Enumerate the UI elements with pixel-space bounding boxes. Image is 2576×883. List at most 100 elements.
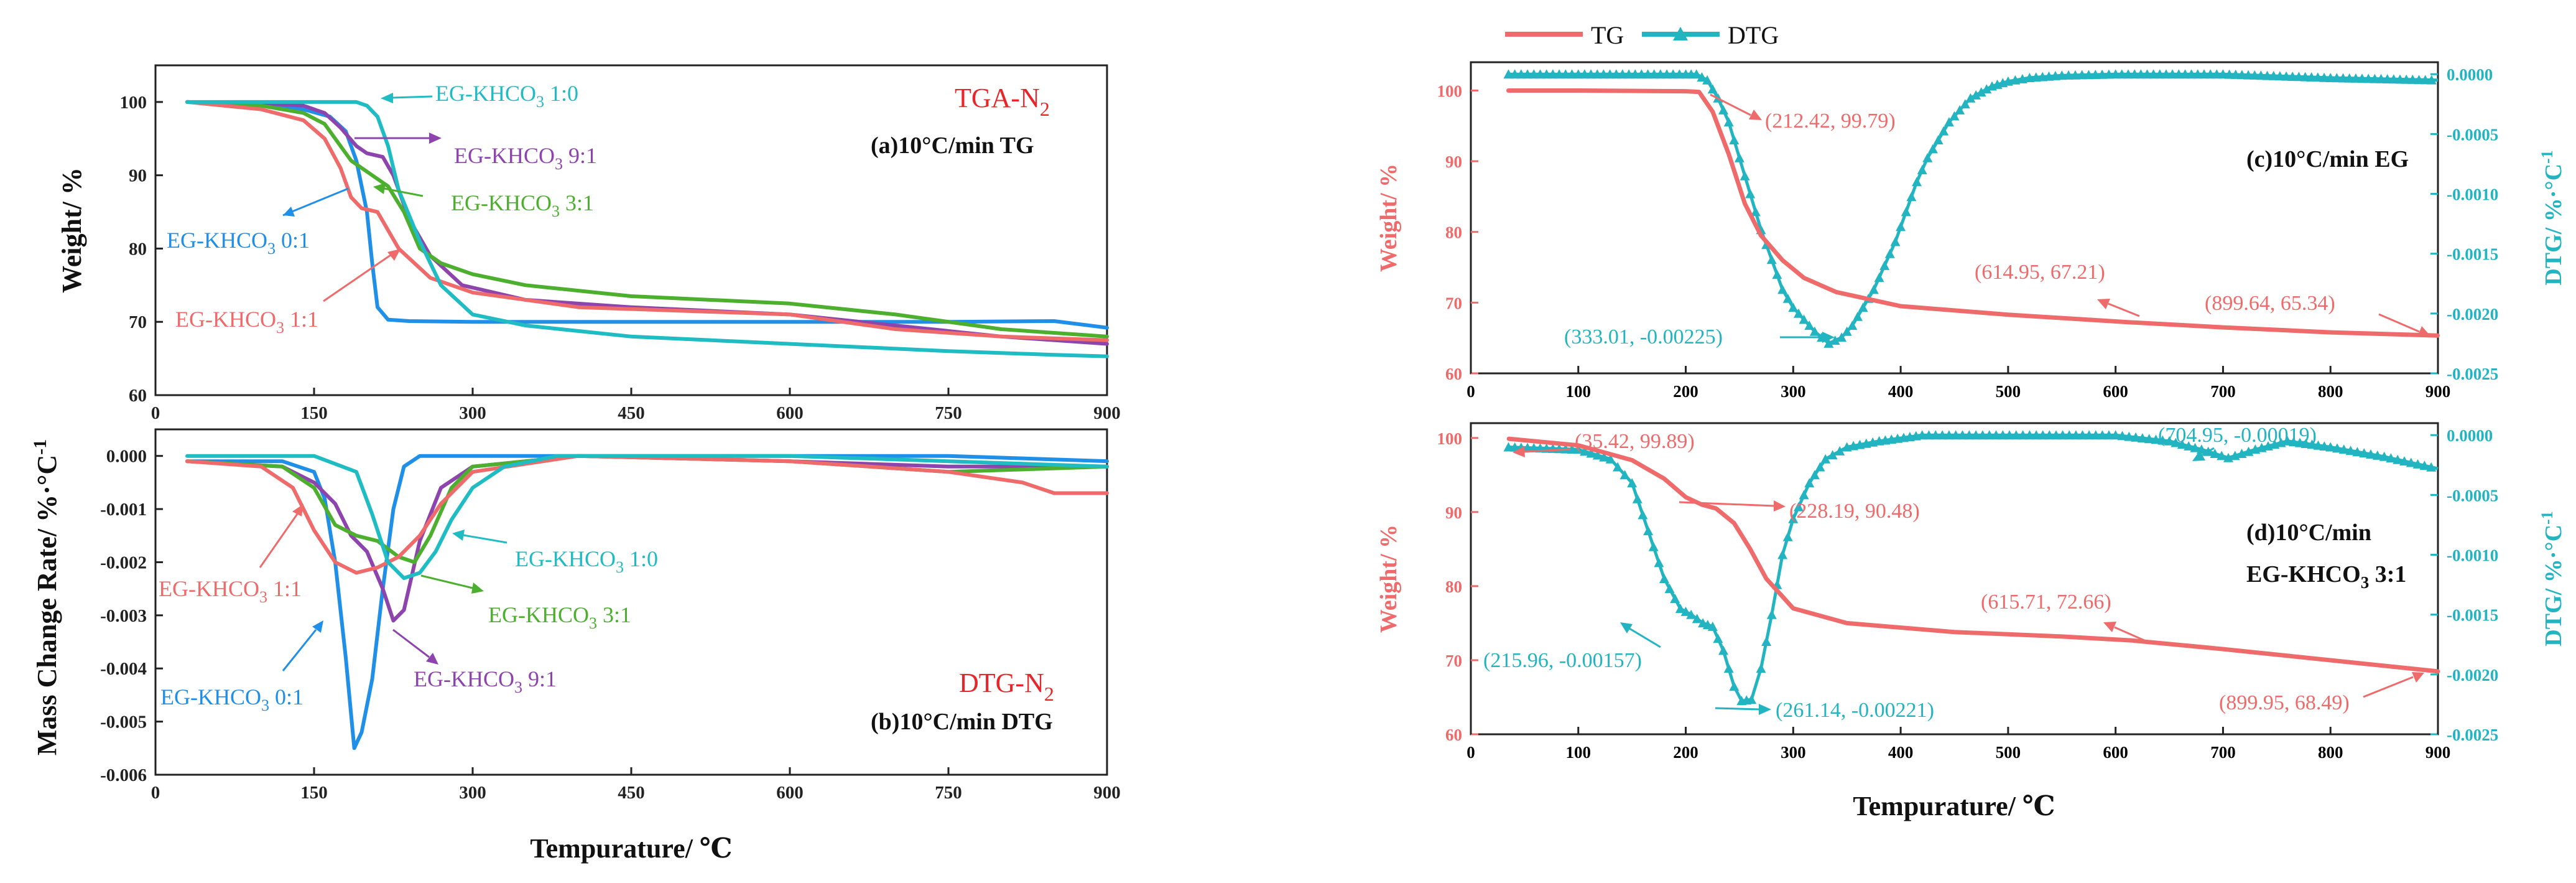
y-tick-label: -0.005 — [100, 712, 147, 732]
panel-c-y2-ticks: 0.0000 -0.0005 -0.0010 -0.0015 -0.0020 -0.002… — [2430, 65, 2498, 383]
dtg-marker — [1922, 152, 1933, 162]
dtg-marker — [1939, 126, 1949, 136]
dtg-marker — [2312, 72, 2323, 82]
dtg-marker — [1723, 663, 1734, 673]
y-tick-label: -0.006 — [100, 765, 147, 785]
dtg-marker — [1740, 171, 1750, 180]
dtg-marker — [1766, 609, 1777, 619]
panel-b-title: (b)10°C/min DTG — [871, 709, 1053, 735]
dtg-marker — [1960, 99, 1970, 109]
dtg-marker — [2359, 448, 2370, 458]
panel-d-y2-ticks: 0.0000 -0.0005 -0.0010 -0.0015 -0.0020 -0.002… — [2430, 426, 2498, 744]
dtg-marker — [2051, 430, 2061, 440]
dtg-marker — [2393, 454, 2403, 464]
dtg-marker — [2376, 73, 2386, 83]
dtg-marker — [2164, 436, 2175, 446]
d-ann-704: (704.95, -0.00019) — [2158, 424, 2317, 461]
dtg-marker — [1613, 462, 1623, 472]
dtg-marker — [2077, 430, 2088, 440]
dtg-marker — [2274, 71, 2285, 81]
dtg-marker — [2177, 439, 2187, 449]
dtg-marker — [1605, 454, 1616, 464]
dtg-marker — [1580, 446, 1590, 456]
dtg-marker — [1782, 531, 1793, 541]
dtg-marker — [1713, 633, 1723, 643]
dtg-marker — [1799, 314, 1809, 324]
y-tick-label: -0.003 — [100, 606, 147, 626]
panel-a-series — [185, 100, 1109, 358]
panel-d-y-ticks: 60 70 80 90 100 — [1437, 429, 1478, 744]
dtg-marker — [1617, 69, 1628, 79]
dtg-marker — [1896, 222, 1906, 231]
y-tick-label: 60 — [129, 386, 147, 406]
dtg-marker — [1901, 207, 1911, 217]
dtg-marker — [2230, 69, 2241, 79]
panel-a-corner-label: TGA-N2 — [955, 83, 1050, 120]
dtg-marker — [2325, 442, 2336, 452]
dtg-marker — [1541, 69, 1552, 79]
dtg-marker — [1772, 269, 1782, 279]
dtg-marker — [2137, 433, 2147, 442]
dtg-marker — [2077, 70, 2087, 80]
b-label-9-1: EG-KHCO3 9:1 — [392, 628, 557, 696]
dtg-marker — [2064, 430, 2075, 440]
dtg-marker — [1691, 69, 1702, 79]
dtg-marker — [2319, 441, 2330, 451]
dtg-marker — [2262, 70, 2273, 80]
dtg-marker — [2386, 453, 2396, 463]
svg-text:EG-KHCO3 9:1: EG-KHCO3 9:1 — [414, 666, 557, 696]
dtg-marker — [2018, 430, 2028, 440]
panel-d-x-ticks: 0 100 200 300 400 500 600 700 800 900 — [1466, 727, 2450, 762]
panel-c-title: (c)10°C/min EG — [2246, 146, 2409, 172]
dtg-marker — [2217, 451, 2227, 460]
panel-c-eg: 60 70 80 90 100 0.0000 -0.0005 -0.0010 -0.0015 -… — [1376, 61, 2567, 401]
c-ann-212: (212.42, 99.79) — [1710, 93, 1896, 133]
dtg-marker — [2313, 440, 2323, 450]
dtg-marker — [1503, 442, 1514, 452]
dtg-marker — [2129, 69, 2140, 79]
dtg-marker — [2103, 69, 2114, 79]
y-tick-label: -0.0005 — [2447, 486, 2498, 505]
x-tick-label: 750 — [935, 783, 962, 803]
x-tick-label: 500 — [1996, 382, 2021, 401]
dtg-marker — [1756, 663, 1766, 673]
dtg-marker — [1837, 332, 1847, 342]
x-tick-label: 300 — [459, 403, 486, 423]
series-line-c10 — [185, 454, 1109, 750]
dtg-marker — [2306, 72, 2317, 82]
dtg-marker — [1930, 430, 1941, 440]
d-ann-899: (899.95, 68.49) — [2219, 672, 2424, 714]
panel-c-ylabel: Weight/ % — [1376, 164, 1402, 272]
dtg-marker — [1680, 606, 1691, 616]
dtg-marker — [1516, 69, 1526, 79]
svg-text:EG-KHCO3 9:1: EG-KHCO3 9:1 — [454, 143, 597, 173]
svg-text:EG-KHCO3 3:1: EG-KHCO3 3:1 — [451, 190, 594, 220]
dtg-marker — [1638, 510, 1648, 520]
dtg-marker — [2363, 73, 2374, 83]
y-tick-label: 0.0000 — [2447, 426, 2493, 445]
dtg-marker — [2332, 443, 2342, 453]
x-tick-label: 500 — [1996, 743, 2021, 762]
dtg-marker — [1598, 69, 1609, 79]
y-tick-label: 100 — [1437, 429, 1463, 448]
dtg-marker — [1977, 430, 1988, 440]
x-tick-label: 0 — [1466, 743, 1475, 762]
dtg-marker — [1750, 207, 1761, 217]
dtg-marker — [1723, 117, 1734, 127]
dtg-marker — [2350, 73, 2361, 83]
panel-d-khco3: 60 70 80 90 100 0.0000 -0.0005 -0.0010 -0.0015 -… — [1376, 422, 2567, 821]
dtg-marker — [2294, 72, 2304, 82]
dtg-marker — [2057, 70, 2067, 80]
dtg-marker — [1991, 430, 2001, 440]
dtg-marker — [2300, 439, 2311, 448]
dtg-marker — [2344, 73, 2355, 83]
x-tick-label: 800 — [2318, 382, 2343, 401]
dtg-marker — [2379, 451, 2389, 461]
dtg-marker — [1649, 69, 1659, 79]
dtg-marker — [1586, 448, 1596, 458]
dtg-marker — [1853, 311, 1863, 321]
y-tick-label: -0.0010 — [2447, 546, 2498, 565]
dtg-marker — [2399, 456, 2409, 466]
x-tick-label: 800 — [2318, 743, 2343, 762]
dtg-marker — [2256, 70, 2266, 80]
